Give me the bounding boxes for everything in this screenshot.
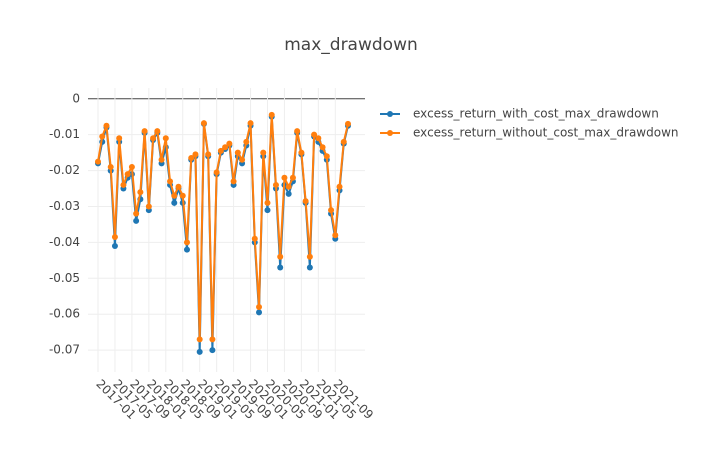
y-tick-label: 0 [72, 91, 80, 105]
point [319, 144, 326, 151]
point [226, 140, 233, 147]
point [285, 183, 292, 190]
point [171, 192, 178, 199]
point [209, 336, 216, 343]
point [120, 181, 127, 188]
point [239, 156, 246, 163]
point [145, 203, 152, 210]
point [243, 138, 250, 145]
point [99, 133, 106, 140]
point [336, 183, 343, 190]
legend-marker [387, 111, 393, 117]
point [340, 138, 347, 145]
point [277, 264, 284, 271]
point [230, 178, 237, 185]
point [111, 242, 118, 249]
point [175, 183, 182, 190]
y-tick-label: -0.05 [49, 271, 80, 285]
legend-marker [387, 130, 393, 136]
point [217, 147, 224, 154]
point [179, 192, 186, 199]
point [167, 178, 174, 185]
y-tick-label: -0.04 [49, 235, 80, 249]
point [183, 239, 190, 246]
point [200, 120, 207, 127]
y-tick-label: -0.06 [49, 307, 80, 321]
point [277, 253, 284, 260]
point [158, 156, 165, 163]
point [234, 149, 241, 156]
point [302, 198, 309, 205]
point [328, 207, 335, 214]
y-tick-label: -0.01 [49, 127, 80, 141]
point [256, 309, 263, 316]
point [196, 348, 203, 355]
point [183, 246, 190, 253]
point [137, 189, 144, 196]
point [141, 128, 148, 135]
point [281, 174, 288, 181]
point [272, 181, 279, 188]
point [345, 120, 351, 127]
point [285, 190, 292, 197]
point [306, 264, 313, 271]
point [133, 217, 140, 224]
point [209, 347, 216, 354]
point [256, 304, 263, 311]
point [298, 149, 305, 156]
point [128, 163, 135, 170]
point [192, 151, 199, 158]
point [205, 151, 212, 158]
point [289, 174, 296, 181]
point [306, 253, 313, 260]
point [111, 234, 118, 241]
point [264, 207, 271, 214]
point [247, 120, 254, 127]
point [133, 210, 140, 217]
legend-label: excess_return_with_cost_max_drawdown [413, 107, 659, 121]
y-tick-label: -0.07 [49, 343, 80, 357]
point [154, 128, 161, 135]
point [150, 135, 157, 142]
point [332, 232, 339, 239]
point [171, 199, 178, 206]
point [294, 128, 301, 135]
legend-label: excess_return_without_cost_max_drawdown [413, 126, 679, 140]
point [311, 131, 318, 138]
point [116, 135, 123, 142]
point [222, 144, 229, 151]
point [315, 135, 322, 142]
point [95, 158, 101, 165]
y-tick-label: -0.02 [49, 163, 80, 177]
chart-title: max_drawdown [284, 35, 418, 55]
point [188, 155, 195, 162]
point [103, 122, 110, 129]
y-tick-label: -0.03 [49, 199, 80, 213]
point [264, 199, 271, 206]
point [196, 336, 203, 343]
point [323, 153, 330, 160]
point [124, 171, 131, 178]
point [162, 135, 169, 142]
point [213, 169, 220, 176]
point [268, 111, 275, 118]
point [107, 163, 114, 170]
point [260, 149, 267, 156]
point [251, 235, 258, 242]
